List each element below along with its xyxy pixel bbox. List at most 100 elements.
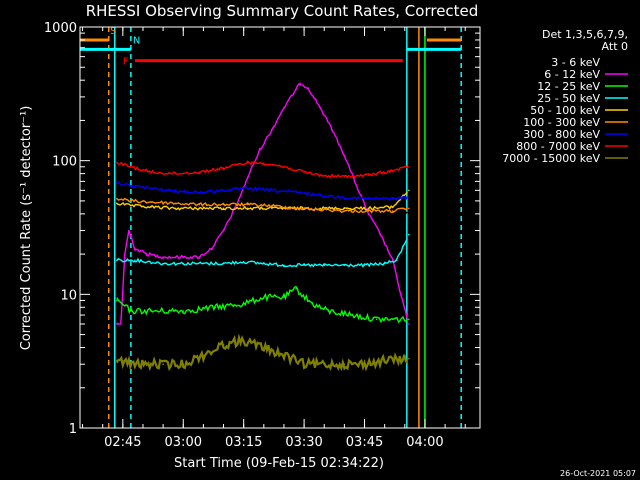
legend-label: 3 - 6 keV	[551, 56, 600, 69]
data-point-1-18	[307, 87, 309, 89]
data-point-3-10	[323, 264, 326, 267]
data-point-0-25	[399, 210, 402, 212]
plot-frame	[79, 26, 481, 429]
data-point-4-10	[343, 207, 346, 210]
data-point-5-7	[271, 204, 273, 207]
data-point-5-4	[198, 203, 201, 206]
data-point-1-11	[234, 206, 237, 208]
series-points-3	[115, 233, 410, 267]
y-axis-label: Corrected Count Rate (s⁻¹ detector⁻¹)	[19, 106, 34, 351]
data-point-0-26	[408, 213, 410, 215]
data-point-2-13	[391, 318, 394, 321]
data-point-7-2	[150, 171, 152, 173]
data-point-8-4	[202, 354, 205, 357]
data-point-4-13	[408, 189, 410, 192]
data-point-6-0	[115, 182, 118, 184]
data-point-3-15	[408, 233, 410, 236]
data-point-0-15	[291, 106, 293, 109]
data-point-8-1	[134, 363, 136, 366]
data-point-1-16	[295, 88, 297, 91]
data-point-4-2	[150, 206, 152, 208]
data-point-6-7	[271, 189, 273, 192]
data-point-1-23	[367, 213, 370, 215]
data-point-3-9	[303, 264, 305, 267]
data-point-5-13	[408, 207, 410, 210]
data-point-1-2	[124, 253, 126, 255]
data-point-8-12	[363, 363, 366, 366]
data-point-5-0	[115, 197, 118, 200]
data-point-1-6	[162, 256, 164, 258]
data-point-7-3	[174, 172, 176, 175]
data-point-8-2	[162, 363, 164, 366]
data-point-1-15	[283, 106, 285, 109]
data-point-8-13	[383, 359, 386, 362]
data-point-7-5	[222, 167, 225, 169]
data-point-0-1	[120, 207, 122, 210]
data-point-6-5	[222, 189, 225, 192]
data-point-1-13	[258, 149, 261, 151]
data-point-5-2	[150, 201, 152, 203]
data-point-2-12	[375, 318, 378, 321]
data-point-8-9	[303, 363, 305, 366]
data-point-5-3	[174, 202, 176, 205]
data-point-2-11	[351, 314, 354, 316]
data-point-8-7	[263, 346, 265, 349]
data-point-1-22	[355, 184, 358, 187]
band-label-n: N	[133, 35, 140, 46]
data-point-3-13	[383, 262, 386, 265]
data-point-1-8	[198, 256, 201, 258]
data-point-0-21	[355, 149, 358, 151]
data-point-4-1	[130, 204, 132, 207]
data-point-2-4	[214, 306, 217, 309]
data-point-8-11	[343, 363, 346, 366]
data-point-8-8	[283, 354, 285, 357]
data-point-2-7	[283, 296, 285, 299]
data-point-0-18	[315, 109, 317, 111]
data-point-2-9	[311, 302, 313, 305]
legend-header-line: Att 0	[602, 40, 628, 53]
data-point-5-1	[130, 200, 132, 202]
series-trace-6	[116, 180, 408, 201]
data-point-4-3	[174, 207, 176, 210]
data-point-0-7	[182, 247, 185, 250]
series-points-1	[115, 82, 410, 325]
band-label-s: S	[110, 26, 116, 37]
series-trace-2	[116, 285, 408, 324]
data-point-0-3	[134, 213, 136, 215]
data-point-0-4	[146, 219, 148, 221]
data-point-3-7	[263, 262, 265, 265]
data-point-1-1	[120, 323, 122, 325]
data-point-7-10	[323, 175, 326, 177]
data-point-1-12	[246, 176, 249, 179]
data-point-5-5	[222, 203, 225, 206]
legend-label: 6 - 12 keV	[544, 68, 600, 81]
data-point-2-0	[115, 299, 118, 302]
data-point-1-25	[391, 259, 394, 262]
data-point-0-8	[198, 247, 201, 250]
data-point-5-9	[319, 208, 322, 211]
legend-label: 25 - 50 keV	[537, 92, 600, 105]
data-point-1-26	[399, 293, 402, 296]
data-point-3-8	[283, 264, 285, 267]
data-point-2-3	[182, 310, 185, 312]
data-point-4-7	[271, 207, 273, 210]
legend-label: 50 - 100 keV	[530, 104, 600, 117]
timestamp: 26-Oct-2021 05:07	[560, 469, 636, 478]
data-point-6-9	[319, 194, 322, 197]
data-point-6-8	[295, 191, 297, 194]
series-points-6	[115, 182, 410, 200]
data-point-6-6	[246, 187, 249, 190]
data-point-4-12	[391, 206, 394, 208]
data-point-8-3	[182, 363, 185, 366]
legend-label: 300 - 800 keV	[523, 128, 600, 141]
y-tick-label: 100	[52, 155, 77, 170]
data-point-3-3	[182, 262, 185, 265]
legend-label: 100 - 300 keV	[523, 116, 600, 129]
data-point-1-9	[210, 247, 213, 250]
data-point-7-13	[391, 169, 394, 172]
data-point-2-8	[295, 288, 297, 290]
data-point-3-6	[242, 261, 245, 263]
data-point-0-13	[267, 149, 269, 151]
x-tick-label: 02:45	[104, 435, 141, 450]
